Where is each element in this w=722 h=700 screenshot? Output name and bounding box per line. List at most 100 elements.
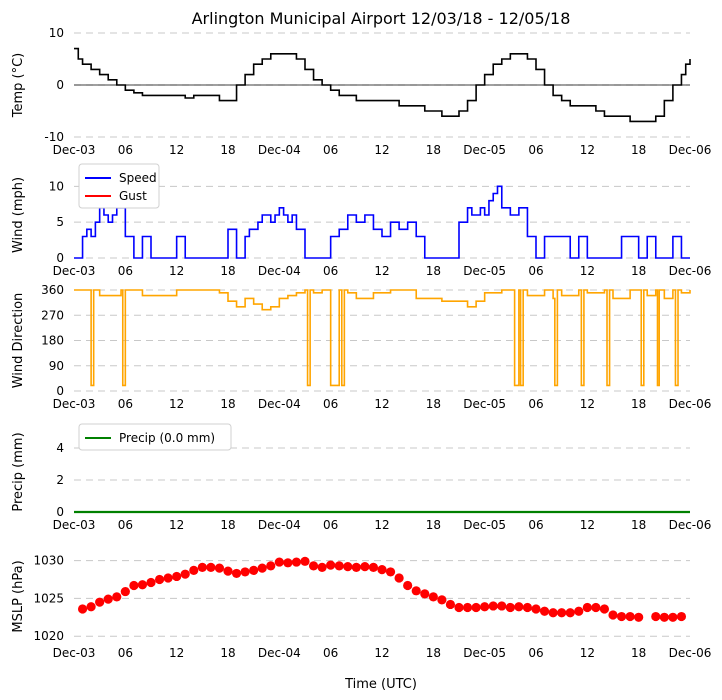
x-tick-label: 12 <box>374 397 389 411</box>
y-axis-label-mslp: MSLP (hPa) <box>11 560 26 632</box>
x-tick-label: 06 <box>118 518 133 532</box>
data-point-mslp <box>471 602 481 613</box>
y-tick-label-wind: 5 <box>56 215 64 229</box>
x-tick-label: 06 <box>323 397 338 411</box>
x-tick-label: 06 <box>323 646 338 660</box>
data-point-mslp <box>112 592 122 602</box>
x-tick-label: 12 <box>374 646 389 660</box>
chart-panels: -10 0 10 Temp (°C) Dec-03 06 12 18 Dec-04 06 12 18 D… <box>11 26 711 660</box>
legend-box <box>78 423 232 451</box>
chart-title: Arlington Municipal Airport 12/03/18 - 1… <box>192 9 571 28</box>
data-point-mslp <box>591 602 601 613</box>
x-tick-label: Dec-03 <box>53 646 96 660</box>
x-tick-label: Dec-03 <box>53 518 96 532</box>
data-point-mslp <box>505 602 515 613</box>
data-point-mslp <box>163 573 173 583</box>
data-point-mslp <box>659 612 669 622</box>
data-point-mslp <box>668 612 678 622</box>
x-tick-label: Dec-05 <box>463 646 506 660</box>
data-point-mslp <box>548 608 558 618</box>
x-tick-label: Dec-05 <box>463 143 506 157</box>
data-point-mslp <box>403 580 413 591</box>
x-tick-label: 12 <box>374 264 389 278</box>
data-point-mslp <box>480 602 490 612</box>
data-point-mslp <box>197 562 207 572</box>
data-point-mslp <box>137 580 148 590</box>
x-tick-label: 06 <box>118 397 133 411</box>
data-point-mslp <box>343 562 353 572</box>
y-tick-label-wind: 10 <box>49 179 64 193</box>
x-tick-label: Dec-06 <box>669 518 712 532</box>
data-point-mslp <box>231 568 242 579</box>
data-point-mslp <box>274 557 284 567</box>
data-point-mslp <box>625 611 635 622</box>
x-tick-label: Dec-05 <box>463 397 506 411</box>
panel-wdir: 0 90 180 270 360 Wind Direction Dec-03 06 12 18 De… <box>11 283 711 411</box>
data-point-mslp <box>454 602 464 613</box>
data-point-mslp <box>300 556 310 566</box>
y-tick-label-wdir: 0 <box>56 384 64 398</box>
data-point-mslp <box>86 602 96 612</box>
x-tick-label: 06 <box>528 143 543 157</box>
y-tick-label-precip: 2 <box>56 473 64 487</box>
data-point-mslp <box>360 562 370 572</box>
x-tick-label: Dec-04 <box>258 143 301 157</box>
x-tick-label: Dec-04 <box>258 646 301 660</box>
panel-wind: 0 5 10 Wind (mph) Dec-03 06 12 18 Dec-04 06 12 18 De… <box>11 163 711 278</box>
x-tick-label: 12 <box>374 143 389 157</box>
x-tick-label: Dec-03 <box>53 264 96 278</box>
legend-precip: Precip (0.0 mm) <box>78 423 232 451</box>
x-tick-label: 18 <box>631 143 646 157</box>
x-tick-label: 18 <box>426 646 441 660</box>
data-point-mslp <box>428 592 438 602</box>
x-tick-label: 18 <box>220 397 235 411</box>
y-tick-label-temp: 0 <box>56 78 64 92</box>
legend-label: Precip (0.0 mm) <box>119 431 215 445</box>
data-point-mslp <box>257 563 267 573</box>
data-point-mslp <box>437 595 447 605</box>
x-tick-label: Dec-04 <box>258 264 301 278</box>
legend-label: Gust <box>119 189 147 203</box>
data-point-mslp <box>368 562 379 572</box>
y-tick-label-wdir: 180 <box>41 334 64 348</box>
data-point-mslp <box>95 597 105 607</box>
data-point-mslp <box>206 562 216 572</box>
x-tick-label: Dec-04 <box>258 397 301 411</box>
x-tick-label: Dec-04 <box>258 518 301 532</box>
x-tick-label: 18 <box>220 646 235 660</box>
x-tick-label: 18 <box>220 264 235 278</box>
x-tick-label: 06 <box>118 646 133 660</box>
data-point-mslp <box>676 611 687 622</box>
data-point-mslp <box>385 567 396 577</box>
data-point-mslp <box>634 612 644 622</box>
x-tick-label: Dec-03 <box>53 397 96 411</box>
data-point-mslp <box>308 561 319 571</box>
x-tick-label: Dec-05 <box>463 264 506 278</box>
panel-mslp: 1020 1025 1030 MSLP (hPa) Dec-03 06 12 18 Dec-04… <box>11 554 711 660</box>
data-point-mslp <box>77 604 88 614</box>
data-point-mslp <box>129 580 139 591</box>
y-axis-label-wind: Wind (mph) <box>11 177 26 253</box>
x-tick-label: 06 <box>323 518 338 532</box>
x-tick-label: Dec-05 <box>463 518 506 532</box>
y-tick-label-wdir: 360 <box>41 283 64 297</box>
data-point-mslp <box>240 567 250 577</box>
x-tick-label: 12 <box>580 646 595 660</box>
data-point-mslp <box>608 610 618 620</box>
y-tick-label-wind: 0 <box>56 251 64 265</box>
x-tick-label: 06 <box>528 264 543 278</box>
data-point-mslp <box>531 604 541 614</box>
x-tick-label: 12 <box>169 143 184 157</box>
y-tick-label-temp: 10 <box>49 26 64 40</box>
data-point-mslp <box>283 558 293 568</box>
data-point-mslp <box>291 557 302 567</box>
data-point-mslp <box>317 562 327 572</box>
data-point-mslp <box>411 586 421 596</box>
panel-precip: 0 2 4 Precip (mm) Dec-03 06 12 18 Dec-04 06 12 18 De… <box>11 423 712 532</box>
x-tick-label: Dec-06 <box>669 646 712 660</box>
data-point-mslp <box>445 599 456 610</box>
x-tick-label: Dec-06 <box>669 143 712 157</box>
y-axis-label-temp: Temp (°C) <box>11 53 26 119</box>
x-axis-label: Time (UTC) <box>344 677 417 692</box>
data-point-mslp <box>616 611 627 622</box>
